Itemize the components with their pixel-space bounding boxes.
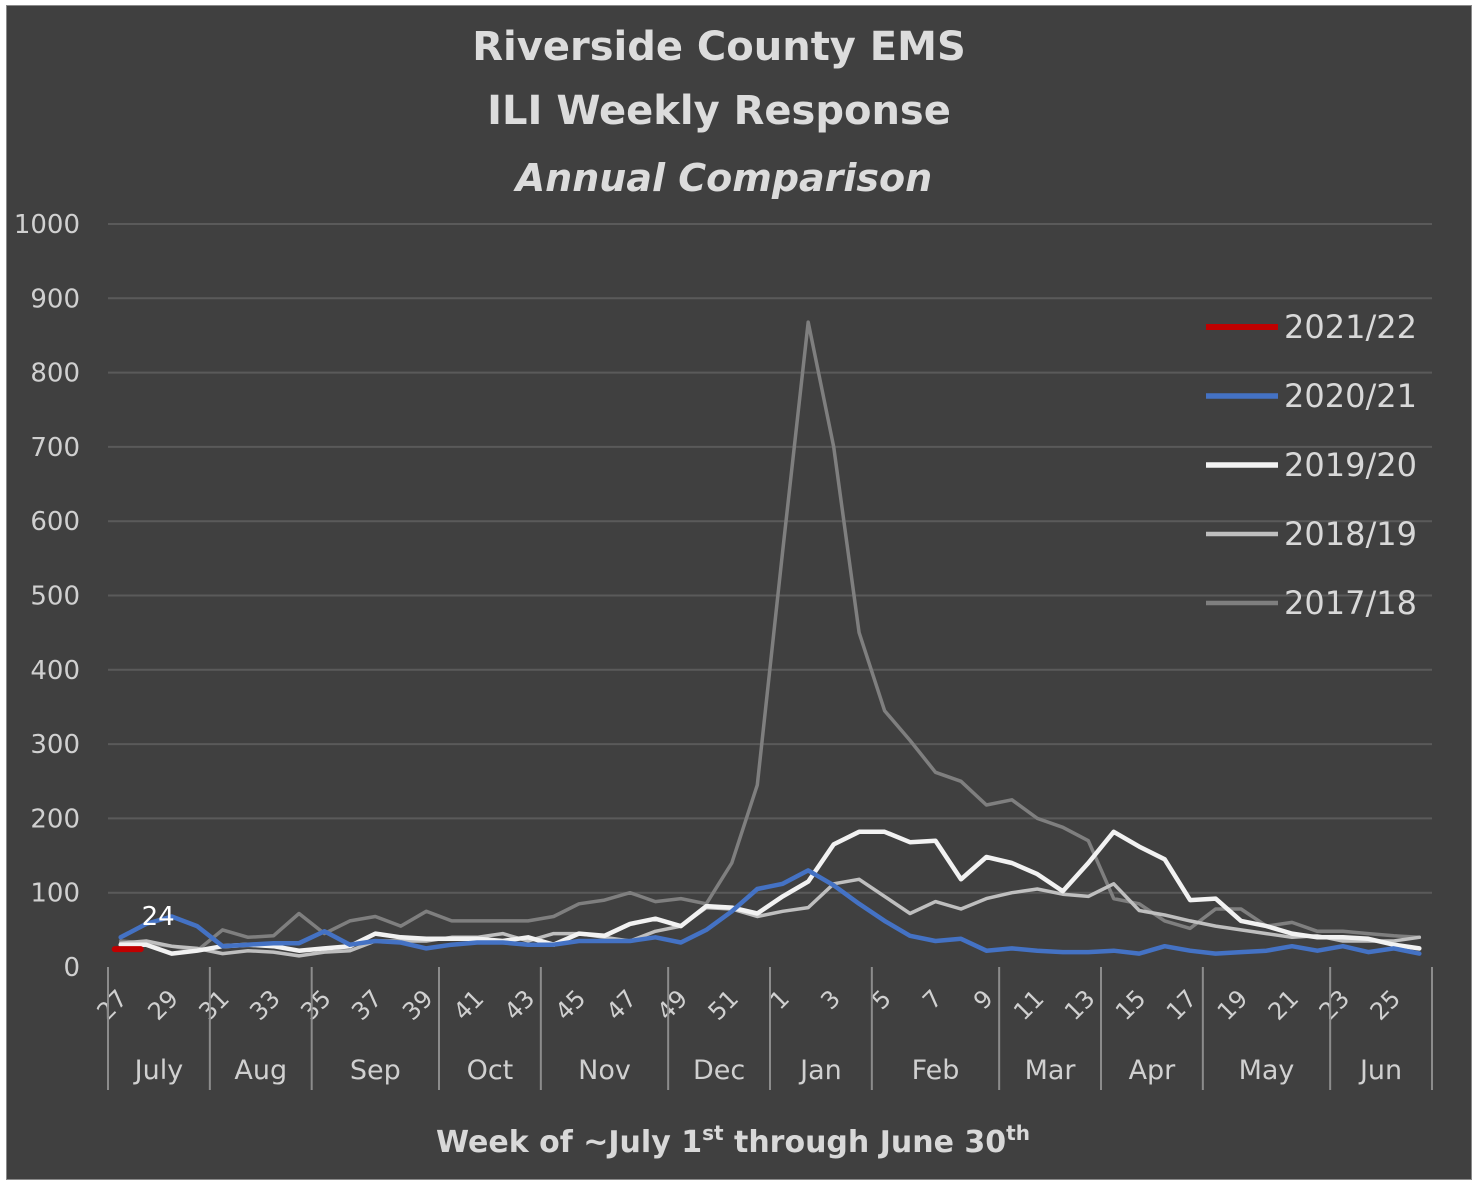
series-line-2020-21 [118, 868, 1422, 956]
x-tick-week-51: 51 [703, 984, 744, 1025]
x-tick-week-49: 49 [652, 984, 693, 1025]
x-tick-week-27: 27 [92, 984, 133, 1025]
x-tick-week-33: 33 [244, 984, 285, 1025]
x-tick-week-13: 13 [1059, 984, 1100, 1025]
x-tick-week-15: 15 [1110, 984, 1151, 1025]
x-tick-week-31: 31 [193, 984, 234, 1025]
y-tick-800: 800 [30, 359, 80, 389]
x-tick-week-21: 21 [1263, 984, 1304, 1025]
x-tick-week-37: 37 [346, 984, 387, 1025]
x-tick-week-9: 9 [968, 984, 999, 1015]
x-axis-title-main: Week of ~July 1 [436, 1125, 702, 1160]
y-tick-200: 200 [30, 804, 80, 834]
chart-subtitle: Annual Comparison [513, 156, 932, 200]
y-tick-400: 400 [30, 656, 80, 686]
legend: 2021/22 2020/21 2019/20 2018/19 2017/18 [1206, 308, 1417, 622]
x-tick-week-25: 25 [1365, 984, 1406, 1025]
x-tick-week-11: 11 [1008, 984, 1049, 1025]
month-label-mar: Mar [1025, 1055, 1077, 1086]
month-label-apr: Apr [1129, 1055, 1177, 1086]
x-tick-week-39: 39 [397, 984, 438, 1025]
x-tick-week-41: 41 [448, 984, 489, 1025]
x-tick-week-35: 35 [295, 984, 336, 1025]
y-axis-ticks: 0 100 200 300 400 500 600 700 800 900 1000 [14, 210, 80, 983]
month-label-dec: Dec [693, 1055, 745, 1086]
data-label-24: 24 [142, 902, 175, 932]
y-tick-0: 0 [63, 953, 80, 983]
x-tick-week-19: 19 [1212, 984, 1253, 1025]
month-label-aug: Aug [234, 1055, 287, 1086]
x-tick-week-5: 5 [866, 984, 897, 1015]
series-lines [111, 320, 1422, 958]
series-line-2017-18 [118, 320, 1422, 953]
x-tick-week-43: 43 [499, 984, 540, 1025]
legend-label-2021-22: 2021/22 [1284, 308, 1417, 346]
legend-label-2019-20: 2019/20 [1284, 446, 1417, 484]
chart-frame [6, 5, 1472, 1180]
y-tick-1000: 1000 [14, 210, 80, 240]
x-axis-title-sup2: th [1006, 1121, 1030, 1145]
month-label-oct: Oct [467, 1055, 514, 1086]
x-tick-week-1: 1 [764, 984, 795, 1015]
x-tick-week-47: 47 [601, 984, 642, 1025]
x-tick-week-29: 29 [142, 984, 183, 1025]
x-axis-week-ticks: 27 29 31 33 35 37 39 41 43 45 47 49 51 1 3 5 7 9 11 13 15 17 1… [92, 984, 1406, 1025]
legend-label-2017-18: 2017/18 [1284, 584, 1417, 622]
month-label-jan: Jan [798, 1055, 842, 1086]
x-tick-week-45: 45 [550, 984, 591, 1025]
series-line-2018-19 [118, 877, 1422, 958]
legend-label-2018-19: 2018/19 [1284, 515, 1417, 553]
x-tick-week-23: 23 [1314, 984, 1355, 1025]
month-label-nov: Nov [578, 1055, 631, 1086]
x-axis-title-mid: through June 30 [724, 1125, 1007, 1160]
month-label-july: July [133, 1055, 184, 1086]
y-tick-600: 600 [30, 507, 80, 537]
x-tick-week-7: 7 [917, 984, 948, 1015]
y-tick-700: 700 [30, 433, 80, 463]
y-tick-100: 100 [30, 879, 80, 909]
legend-label-2020-21: 2020/21 [1284, 377, 1417, 415]
chart-title-line-2: ILI Weekly Response [487, 88, 951, 134]
y-tick-900: 900 [30, 284, 80, 314]
month-label-feb: Feb [912, 1055, 960, 1086]
annotations: 24 [142, 902, 175, 932]
month-label-may: May [1239, 1055, 1295, 1086]
series-line-2019-20 [118, 829, 1422, 956]
month-label-sep: Sep [350, 1055, 401, 1086]
y-tick-500: 500 [30, 582, 80, 612]
x-tick-week-3: 3 [815, 984, 846, 1015]
x-tick-week-17: 17 [1161, 984, 1202, 1025]
x-axis-title: Week of ~July 1st through June 30th [436, 1121, 1030, 1160]
x-axis-title-sup1: st [702, 1121, 724, 1145]
gridlines [108, 223, 1432, 894]
y-tick-300: 300 [30, 730, 80, 760]
chart-title-line-1: Riverside County EMS [472, 24, 966, 70]
month-label-jun: Jun [1358, 1055, 1402, 1086]
x-axis-month-groups: July Aug Sep Oct Nov Dec Jan Feb Mar Apr May Jun [107, 967, 1433, 1090]
